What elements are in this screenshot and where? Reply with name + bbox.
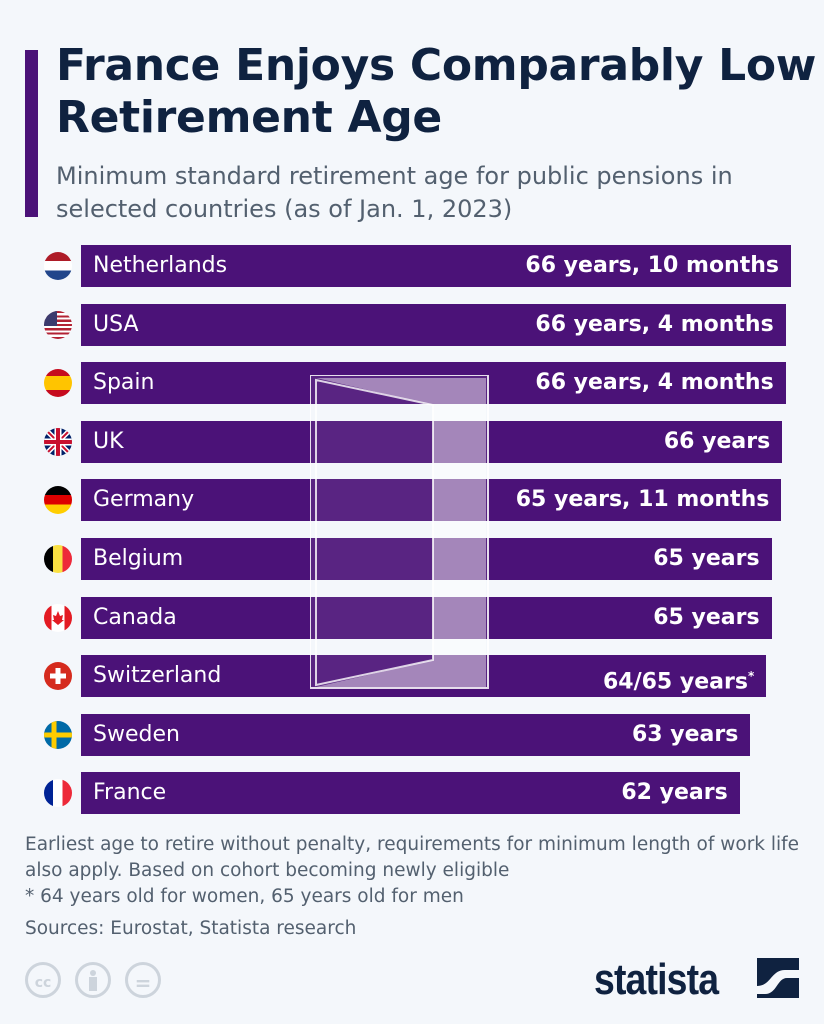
belgium-flag-icon: [44, 545, 72, 573]
bar-row: Spain 66 years, 4 months: [0, 362, 824, 405]
uk-flag-icon: [44, 427, 72, 456]
value-label: 66 years, 10 months: [525, 253, 779, 278]
note-asterisk: * 64 years old for women, 65 years old f…: [25, 886, 464, 907]
statista-logo: statista: [594, 955, 719, 1004]
category-label: Netherlands: [93, 253, 228, 278]
bar-row: Netherlands 66 years, 10 months: [0, 245, 824, 287]
value-label: 63 years: [631, 721, 739, 747]
footnote-marker: *: [747, 669, 755, 684]
bar-belgium: Belgium 65 years: [81, 538, 772, 580]
category-label: UK: [93, 428, 124, 454]
no-derivatives-icon[interactable]: =: [125, 962, 161, 998]
bar-france: France 62 years: [81, 772, 740, 815]
spain-flag-icon: [44, 369, 72, 398]
statista-logo-mark: [757, 958, 799, 998]
bar-row: Sweden 63 years: [0, 713, 824, 756]
title-accent-bar: [25, 50, 38, 217]
bar-canada: Canada 65 years: [81, 596, 772, 639]
germany-flag-icon: [44, 486, 72, 515]
value-label: 65 years: [653, 546, 760, 571]
category-label: Belgium: [93, 546, 184, 571]
subtitle: Minimum standard retirement age for publ…: [56, 162, 733, 223]
footnotes: Earliest age to retire without penalty, …: [25, 832, 815, 942]
category-label: Sweden: [93, 721, 180, 747]
category-label: France: [93, 780, 167, 806]
france-flag-icon: [44, 779, 72, 808]
usa-flag-icon: [44, 310, 72, 339]
value-label: 66 years, 4 months: [535, 311, 774, 337]
bar-row: USA 66 years, 4 months: [0, 303, 824, 346]
value-label: 65 years: [653, 604, 760, 630]
value-label: 62 years: [621, 780, 728, 806]
note-definition: Earliest age to retire without penalty, …: [25, 834, 800, 881]
netherlands-flag-icon: [44, 252, 72, 280]
value-label: 66 years, 4 months: [535, 370, 774, 396]
bar-row: Belgium 65 years: [0, 538, 824, 580]
category-label: Switzerland: [93, 663, 222, 689]
bar-netherlands: Netherlands 66 years, 10 months: [81, 245, 791, 287]
value-label: 65 years, 11 months: [515, 487, 770, 513]
bar-usa: USA 66 years, 4 months: [81, 303, 786, 346]
cc-license-icon[interactable]: cc: [25, 962, 61, 998]
switzerland-flag-icon: [44, 662, 72, 691]
sweden-flag-icon: [44, 720, 72, 749]
bar-spain: Spain 66 years, 4 months: [81, 362, 786, 405]
bar-sweden: Sweden 63 years: [81, 713, 751, 756]
bar-row: UK 66 years: [0, 420, 824, 463]
bar-row: Germany 65 years, 11 months: [0, 479, 824, 522]
value-label: 64/65 years*: [602, 669, 755, 695]
bar-row: France 62 years: [0, 772, 824, 815]
attribution-icon[interactable]: [75, 962, 111, 998]
category-label: Germany: [93, 487, 195, 513]
bar-germany: Germany 65 years, 11 months: [81, 479, 782, 522]
canada-flag-icon: [44, 603, 72, 632]
category-label: Canada: [93, 604, 177, 630]
door-illustration: [310, 375, 489, 689]
bar-row: Canada 65 years: [0, 596, 824, 639]
bar-uk: UK 66 years: [81, 420, 783, 463]
category-label: USA: [93, 311, 139, 337]
category-label: Spain: [93, 370, 155, 396]
value-label: 66 years: [663, 428, 771, 454]
page-title: France Enjoys Comparably Low Retirement …: [56, 40, 817, 143]
sources: Sources: Eurostat, Statista research: [25, 918, 357, 939]
